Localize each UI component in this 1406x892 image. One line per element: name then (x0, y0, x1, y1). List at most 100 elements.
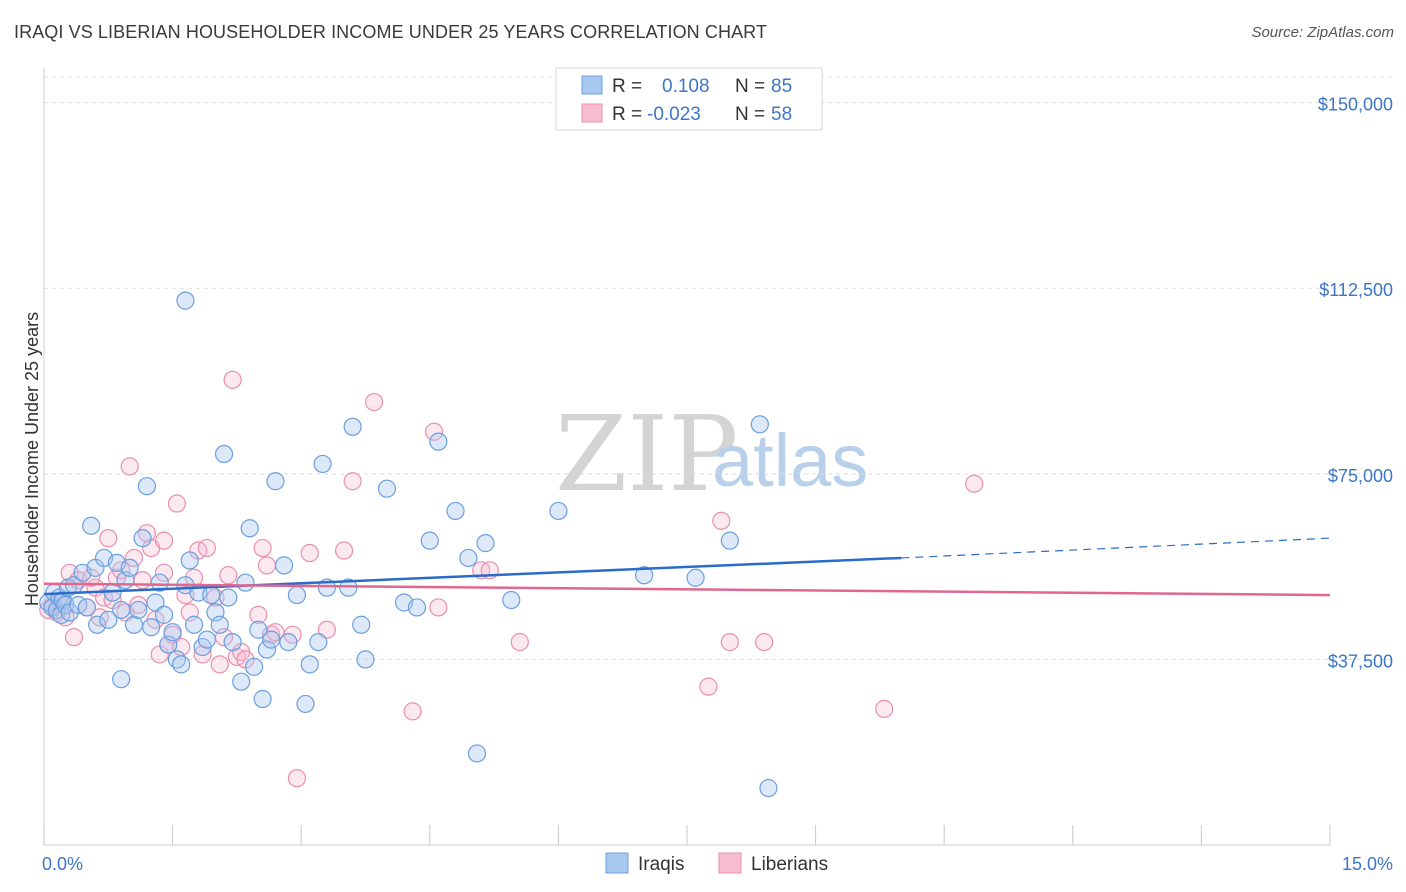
liberian-point-50 (287, 769, 307, 788)
liberian-point-66 (875, 699, 894, 719)
iraqi-trend-extension (901, 537, 1331, 559)
liberian-point-64 (720, 632, 739, 652)
liberian-point-53 (334, 541, 354, 560)
liberian-point-17 (120, 457, 139, 476)
liberian-point-52 (317, 620, 337, 639)
iraqi-point-72 (407, 598, 427, 617)
iraqi-point-78 (476, 534, 495, 553)
watermark-atlas: atlas (712, 419, 868, 502)
iraqi-point-26 (133, 529, 152, 548)
iraqi-point-60 (296, 694, 315, 714)
x-tick-label-0: 0.0% (42, 854, 83, 874)
y-tick-labels: $37,500 $75,000 $112,500 $150,000 (1318, 95, 1393, 672)
iraqi-point-51 (244, 657, 264, 676)
iraqi-point-55 (262, 630, 281, 649)
iraqi-point-52 (249, 620, 268, 639)
liberian-point-55 (364, 392, 384, 412)
iraqi-point-58 (279, 632, 298, 652)
liberian-point-40 (223, 370, 242, 389)
liberian-points (39, 370, 984, 788)
legend-liberian-r-label: R = (612, 104, 642, 125)
iraqi-point-41 (197, 630, 216, 649)
liberian-point-61 (510, 632, 529, 652)
legend-iraqi-r-label: R = (612, 76, 642, 97)
liberian-point-63 (712, 511, 731, 530)
liberian-trend-line (43, 582, 1331, 597)
axes (43, 68, 1331, 846)
liberian-point-58 (429, 598, 448, 617)
liberian-point-44 (249, 605, 268, 624)
liberian-point-68 (154, 563, 174, 582)
iraqi-point-76 (459, 548, 478, 568)
iraqi-point-61 (300, 655, 319, 674)
iraqi-point-29 (146, 593, 165, 612)
y-tick-label-0: $37,500 (1328, 651, 1393, 671)
iraqi-point-53 (253, 689, 272, 709)
liberian-point-28 (167, 494, 186, 513)
iraqi-point-18 (99, 610, 118, 629)
iraqi-point-57 (274, 556, 294, 575)
liberian-point-39 (219, 566, 238, 585)
iraqi-point-38 (184, 615, 204, 634)
liberian-point-57 (424, 422, 444, 441)
liberian-point-51 (300, 543, 319, 563)
liberian-point-6 (64, 628, 84, 647)
iraqi-point-70 (377, 479, 397, 498)
liberian-point-62 (699, 677, 718, 696)
iraqi-point-35 (172, 655, 191, 674)
iraqi-point-33 (163, 623, 182, 642)
iraqi-point-54 (257, 640, 277, 659)
iraqi-point-27 (137, 477, 156, 496)
iraqi-points (39, 291, 778, 798)
liberian-point-45 (253, 538, 272, 558)
trend-lines (43, 537, 1331, 597)
liberian-point-67 (965, 474, 984, 493)
iraqi-point-83 (720, 531, 739, 550)
y-tick-label-1: $75,000 (1328, 466, 1393, 486)
iraqi-point-73 (420, 531, 439, 550)
liberian-point-54 (343, 472, 362, 491)
iraqi-point-50 (240, 519, 259, 538)
iraqi-point-13 (77, 598, 96, 617)
iraqi-point-21 (112, 600, 131, 620)
iraqi-point-64 (176, 291, 195, 310)
iraqi-point-79 (502, 590, 521, 610)
iraqi-point-86 (112, 670, 131, 689)
iraqi-point-25 (129, 600, 148, 620)
y-tick-label-2: $112,500 (1319, 280, 1393, 300)
liberian-point-65 (755, 632, 774, 652)
iraqi-point-68 (352, 615, 371, 634)
liberian-point-35 (197, 538, 216, 558)
iraqi-point-42 (202, 585, 221, 605)
chart-title: IRAQI VS LIBERIAN HOUSEHOLDER INCOME UND… (14, 22, 768, 42)
iraqi-point-46 (219, 588, 238, 607)
iraqi-point-31 (154, 605, 174, 624)
legend-iraqi-swatch (581, 75, 603, 95)
liberian-point-20 (133, 571, 152, 590)
iraqi-point-45 (214, 444, 234, 464)
bottom-legend-liberian-label: Liberians (751, 854, 828, 875)
iraqi-point-44 (210, 615, 229, 634)
x-tick-label-1: 15.0% (1342, 854, 1393, 874)
liberian-point-56 (403, 702, 422, 721)
liberian-point-46 (257, 556, 277, 575)
iraqi-point-30 (150, 573, 169, 592)
iraqi-point-49 (236, 573, 255, 592)
correlation-legend: R = 0.108 N = 85 R = -0.023 N = 58 (555, 67, 823, 131)
x-tick-labels: 0.0% 15.0% (42, 854, 1393, 874)
iraqi-point-62 (309, 632, 328, 652)
iraqi-point-85 (759, 778, 778, 798)
y-tick-label-3: $150,000 (1318, 95, 1393, 115)
bottom-legend-liberian-swatch (718, 852, 742, 874)
liberian-point-37 (210, 655, 229, 674)
iraqi-point-82 (686, 568, 705, 587)
watermark-zip: ZIP (555, 393, 738, 515)
legend-liberian-n-value: 58 (771, 104, 792, 125)
iraqi-point-48 (232, 672, 251, 691)
iraqi-point-56 (266, 472, 285, 491)
legend-liberian-n-label: N = (735, 104, 765, 125)
iraqi-point-67 (343, 417, 362, 436)
iraqi-point-84 (750, 415, 769, 434)
iraqi-point-14 (82, 516, 101, 535)
